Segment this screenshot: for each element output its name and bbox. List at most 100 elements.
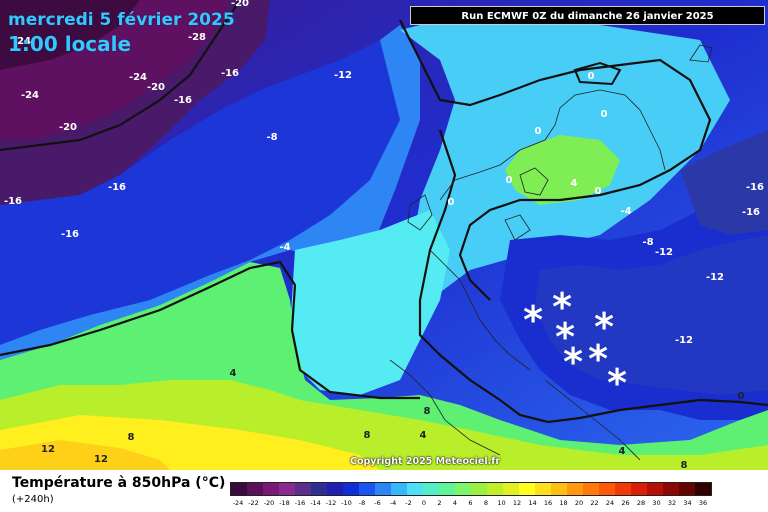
snow-marks: * ** ** ** [523, 285, 627, 405]
contour-label: -16 [742, 207, 760, 218]
contour-label: 8 [364, 430, 371, 441]
forecast-date: mercredi 5 février 2025 [8, 10, 235, 30]
snow-icon: * [594, 305, 614, 349]
scale-label: -12 [325, 499, 337, 507]
contour-label: 0 [535, 126, 542, 137]
coast-europe [429, 249, 531, 371]
scale-label: 16 [543, 499, 553, 507]
forecast-time: 1:00 locale [8, 32, 132, 56]
scale-swatch [679, 483, 695, 495]
snow-icon: * [588, 337, 608, 381]
scale-label: 22 [590, 499, 599, 507]
color-scale [230, 482, 712, 496]
contour-label: -8 [642, 237, 653, 248]
contour-label: -24 [21, 90, 39, 101]
scale-swatch [375, 483, 391, 495]
coast-uk [407, 194, 433, 231]
field-deep-purple [0, 0, 140, 70]
contour-label: -24 [129, 72, 147, 83]
contour-labels: -20-28-24-24-24-20-16 -12-16-20-16-16-16-… [4, 0, 764, 470]
run-info-banner: Run ECMWF 0Z du dimanche 26 janvier 2025 [410, 6, 765, 25]
scale-label: 28 [636, 499, 646, 507]
snow-icon: * [523, 298, 543, 342]
scale-swatch [599, 483, 615, 495]
snow-icon: * [563, 340, 583, 384]
isotherm-zero-north [399, 19, 712, 301]
scale-swatch [663, 483, 679, 495]
scale-swatch [279, 483, 295, 495]
contour-label: 0 [601, 109, 608, 120]
contour-label: 0 [595, 186, 602, 197]
scale-swatch [567, 483, 583, 495]
scale-swatch [391, 483, 407, 495]
isotherm-loop [573, 61, 622, 86]
scale-label: -6 [374, 499, 381, 507]
scale-swatch [519, 483, 535, 495]
scale-label: 8 [483, 499, 489, 507]
scale-label: -8 [358, 499, 366, 507]
scale-label: -18 [279, 499, 290, 507]
contour-label: -12 [675, 335, 693, 346]
contour-label: -8 [266, 132, 277, 143]
scale-swatch [503, 483, 519, 495]
scale-label: 34 [683, 499, 692, 507]
scale-swatch [343, 483, 359, 495]
scale-label: -24 [232, 499, 244, 507]
contour-label: 4 [230, 368, 237, 379]
scale-swatch [551, 483, 567, 495]
contour-label: 8 [681, 460, 688, 470]
isotherm-zero [418, 129, 768, 424]
scale-swatch [439, 483, 455, 495]
scale-swatch [455, 483, 471, 495]
coast-denmark [504, 214, 531, 241]
scale-swatch [647, 483, 663, 495]
scale-swatch [583, 483, 599, 495]
scale-label: 30 [652, 499, 661, 507]
scale-label: -22 [248, 499, 259, 507]
scale-label: 0 [421, 499, 427, 507]
scale-label: 4 [452, 499, 458, 507]
contour-label: 12 [94, 454, 108, 465]
contour-label: -12 [655, 247, 673, 258]
scale-label: -2 [405, 499, 412, 507]
contour-label: -20 [231, 0, 249, 9]
contour-label: -4 [279, 242, 290, 253]
temperature-map: -20 -28 -24 -24 -24 -20 -16 -12 -16 -20 -16 -16 -16-… [0, 0, 768, 470]
contour-label: -12 [334, 70, 352, 81]
scale-swatch [615, 483, 631, 495]
scale-label: -4 [389, 499, 397, 507]
scale-swatch [407, 483, 423, 495]
contour-label: -20 [59, 122, 77, 133]
scale-swatch [231, 483, 247, 495]
contour-label: -16 [174, 95, 192, 106]
copyright-text: Copyright 2025 Meteociel.fr [350, 456, 501, 467]
scale-label: 10 [497, 499, 506, 507]
coast-scandinavia [439, 89, 666, 201]
field-orange [0, 440, 170, 470]
contour-label: -16 [746, 182, 764, 193]
scale-swatch [695, 483, 711, 495]
map-canvas: -20-28-24-24-24-20-16 -12-16-20-16-16-16-… [0, 0, 768, 470]
scale-label: -20 [263, 499, 275, 507]
contour-label: -16 [108, 182, 126, 193]
scale-label: -10 [341, 499, 352, 507]
scale-swatch [535, 483, 551, 495]
scale-swatch [631, 483, 647, 495]
contour-label: 12 [41, 444, 55, 455]
contour-label: 0 [448, 197, 455, 208]
scale-label: 26 [621, 499, 630, 507]
field-cold-east [680, 130, 768, 235]
scale-label: 12 [512, 499, 522, 507]
field-blue [0, 30, 400, 345]
contour-label: 8 [128, 432, 135, 443]
contour-label: -4 [620, 206, 631, 217]
coast-balkans [544, 379, 641, 461]
scale-label: -14 [310, 499, 321, 507]
scale-swatch [311, 483, 327, 495]
contour-label: -16 [221, 68, 239, 79]
snow-icon: * [607, 361, 627, 405]
scale-label: 14 [528, 499, 537, 507]
scale-label: -16 [294, 499, 306, 507]
contour-label: -16 [61, 229, 79, 240]
scale-label: 18 [559, 499, 568, 507]
